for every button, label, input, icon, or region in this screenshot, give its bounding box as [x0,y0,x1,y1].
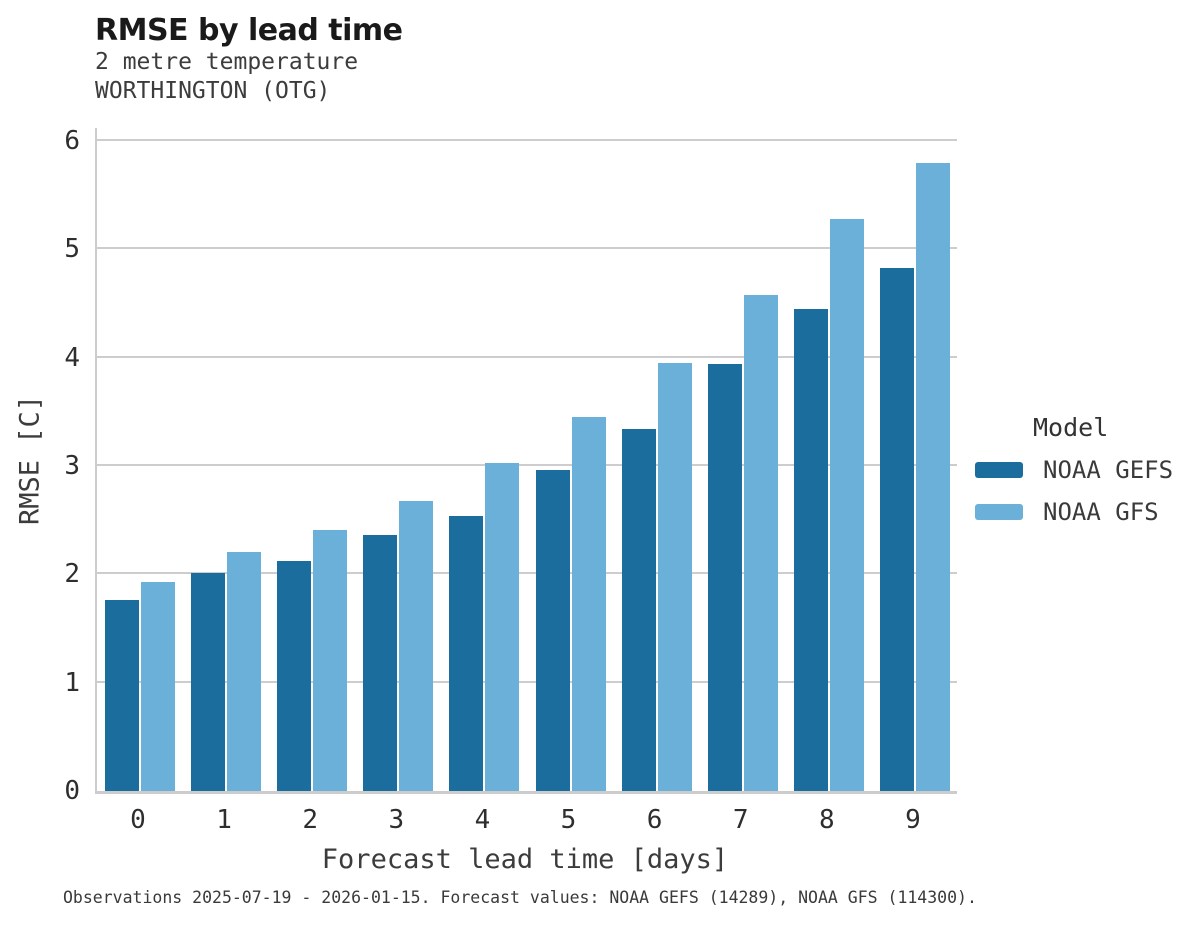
chart-subtitle-station: WORTHINGTON (OTG) [95,78,331,104]
bar-group-day-8 [793,128,864,791]
bar-noaa-gefs-day-1 [191,573,226,791]
x-tick-label-4: 4 [474,805,491,835]
gridline-y-2 [97,572,957,575]
chart-subtitle-variable: 2 metre temperature [95,49,359,75]
x-tick-label-1: 1 [216,805,232,835]
bar-noaa-gefs-day-0 [105,600,139,791]
bar-group-day-6 [621,128,692,791]
bar-noaa-gefs-day-3 [363,535,398,791]
bar-noaa-gefs-day-8 [793,308,828,791]
bar-group-day-7 [707,128,778,791]
chart-title: RMSE by lead time [95,13,403,48]
bar-group-day-2 [277,128,348,791]
x-tick-label-7: 7 [732,805,749,835]
gridline-y-4 [97,355,957,358]
gridline-y-3 [97,464,957,466]
plot-area [95,128,957,794]
bar-group-day-5 [535,128,606,791]
bar-noaa-gfs-day-1 [227,551,262,791]
x-tick-label-5: 5 [560,805,577,835]
legend-item-noaa-gfs: NOAA GFS [975,499,1173,525]
legend-label-noaa-gfs: NOAA GFS [1043,498,1159,526]
y-tick-label-1: 1 [64,667,80,698]
y-tick-label-5: 5 [64,234,80,265]
bar-noaa-gfs-day-0 [141,581,175,791]
legend-swatch-noaa-gfs [975,504,1023,520]
bar-noaa-gfs-day-9 [915,162,950,791]
chart-header: RMSE by lead time 2 metre temperature WO… [95,14,403,106]
x-tick-label-9: 9 [905,805,921,835]
gridline-y-5 [97,247,957,250]
bar-noaa-gfs-day-2 [313,529,348,791]
bar-group-day-3 [363,128,434,791]
bar-noaa-gfs-day-8 [829,219,864,791]
footer-note: Observations 2025-07-19 - 2026-01-15. Fo… [63,888,977,907]
bar-noaa-gefs-day-2 [277,561,312,791]
legend-item-noaa-gefs: NOAA GEFS [975,457,1173,483]
y-tick-label-4: 4 [64,342,80,373]
bar-noaa-gefs-day-9 [879,267,914,791]
x-tick-label-3: 3 [388,805,405,835]
bar-noaa-gfs-day-4 [485,462,520,791]
bar-group-day-9 [879,128,950,791]
x-tick-label-0: 0 [130,805,146,835]
x-tick-label-8: 8 [818,805,835,835]
legend: Model NOAA GEFS NOAA GFS [975,414,1173,525]
y-tick-label-3: 3 [64,451,80,481]
legend-label-noaa-gefs: NOAA GEFS [1043,456,1174,484]
y-tick-label-2: 2 [64,559,80,590]
legend-swatch-noaa-gefs [975,462,1023,478]
gridline-y-1 [97,680,957,683]
y-tick-label-6: 6 [64,126,80,156]
y-tick-label-0: 0 [64,776,80,806]
gridline-y-6 [97,139,957,141]
bar-group-day-0 [105,128,175,791]
bar-noaa-gefs-day-6 [621,429,656,791]
bar-noaa-gfs-day-7 [743,294,778,791]
x-tick-label-6: 6 [646,805,663,835]
bar-noaa-gefs-day-4 [449,515,484,791]
bar-noaa-gefs-day-5 [535,470,570,791]
bar-noaa-gfs-day-5 [571,417,606,791]
bar-noaa-gfs-day-3 [399,500,434,791]
y-axis-ticks: 0 1 2 3 4 5 6 [38,126,80,804]
x-axis-ticks: 0 1 2 3 4 5 6 7 8 9 [95,806,955,836]
bar-noaa-gfs-day-6 [657,363,692,791]
y-axis-label: RMSE [C] [14,394,46,526]
x-tick-label-2: 2 [302,805,319,835]
bar-group-day-1 [191,128,262,791]
legend-title: Model [1033,413,1109,442]
bar-group-day-4 [449,128,520,791]
x-axis-label: Forecast lead time [days] [321,844,729,875]
bar-noaa-gefs-day-7 [707,364,742,791]
